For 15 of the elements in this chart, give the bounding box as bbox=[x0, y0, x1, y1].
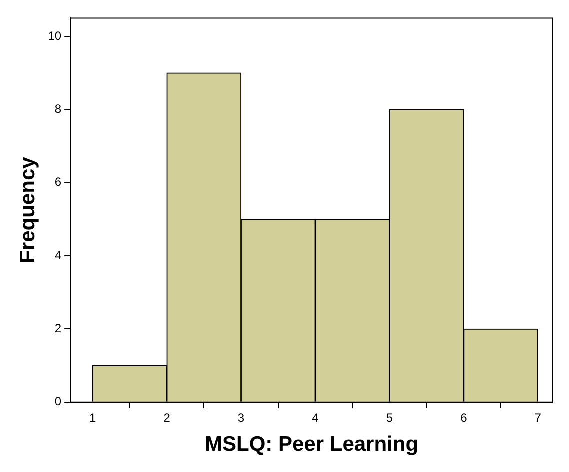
y-tick-label: 6 bbox=[54, 175, 62, 190]
y-tick-label: 10 bbox=[48, 28, 62, 43]
y-tick-label: 8 bbox=[54, 102, 62, 116]
x-tick-label: 5 bbox=[386, 410, 394, 425]
x-tick-label: 1 bbox=[89, 410, 96, 425]
y-tick-label: 2 bbox=[54, 322, 62, 336]
x-tick-label: 7 bbox=[534, 410, 542, 425]
x-tick-label: 2 bbox=[164, 410, 171, 425]
y-tick-label: 4 bbox=[54, 248, 62, 262]
y-tick-label: 0 bbox=[54, 394, 62, 409]
y-axis-title: Frequency bbox=[16, 156, 40, 264]
x-tick-label: 6 bbox=[460, 410, 468, 425]
x-tick-label: 4 bbox=[312, 410, 320, 425]
x-axis-title: MSLQ: Peer Learning bbox=[205, 433, 419, 456]
x-tick-label: 3 bbox=[238, 410, 245, 425]
